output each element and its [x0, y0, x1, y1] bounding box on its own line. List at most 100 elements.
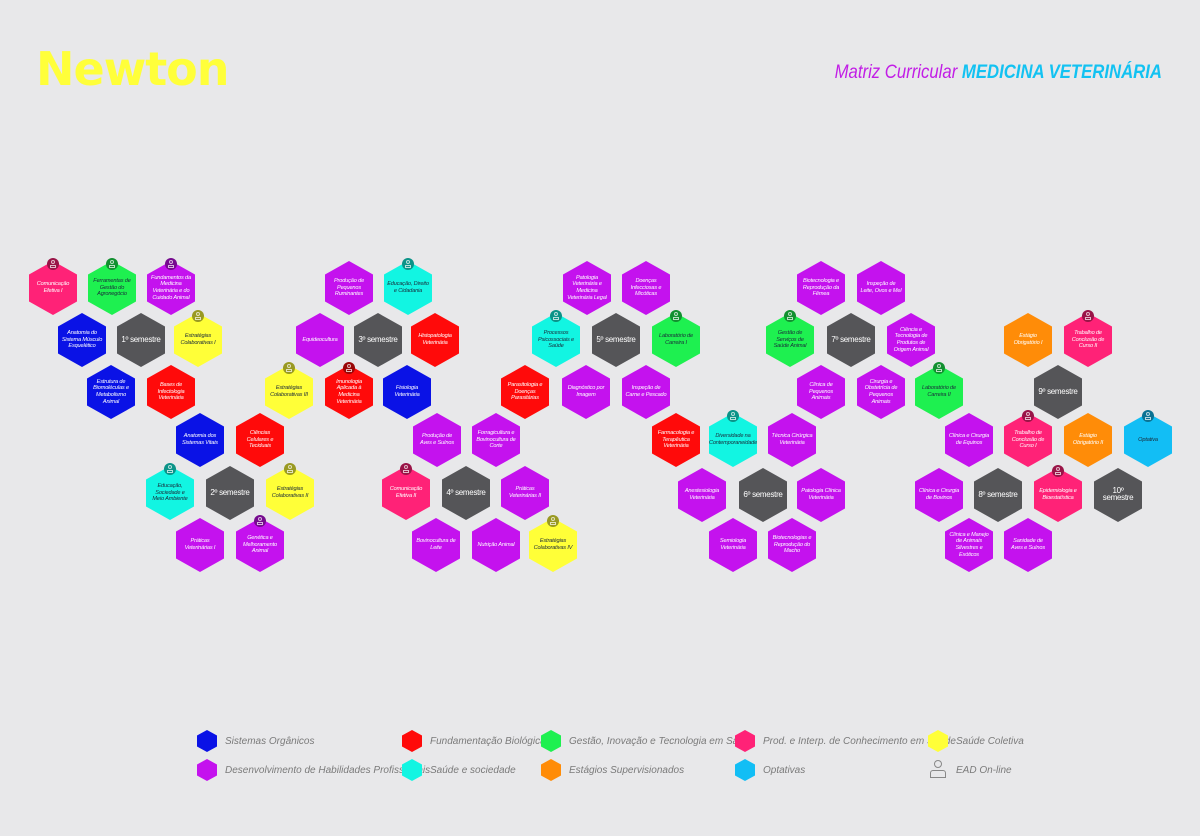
- hex-shape: Educação, Sociedade e Meio Ambiente: [146, 466, 194, 520]
- course-hex[interactable]: Patologia Veterinária e Medicina Veterin…: [563, 261, 611, 315]
- course-hex[interactable]: Ciência e Tecnologia de Produtos de Orig…: [887, 313, 935, 367]
- course-hex[interactable]: Optativa: [1124, 410, 1172, 467]
- semester-hex[interactable]: 4º semestre: [442, 466, 490, 520]
- course-hex[interactable]: Bases de Infectologia Veterinária: [147, 365, 195, 419]
- course-hex[interactable]: Fundamentos da Medicina Veterinária e do…: [147, 258, 195, 315]
- course-hex[interactable]: Patologia Clínica Veterinária: [797, 468, 845, 522]
- semester-hex[interactable]: 6º semestre: [739, 468, 787, 522]
- hex-shape: Práticas Veterinárias II: [501, 466, 549, 520]
- hex-shape: 5º semestre: [592, 313, 640, 367]
- semester-hex[interactable]: 1º semestre: [117, 313, 165, 367]
- course-hex[interactable]: Técnica Cirúrgica Veterinária: [768, 413, 816, 467]
- course-hex[interactable]: Trabalho de Conclusão de Curso II: [1064, 310, 1112, 367]
- legend-label: Saúde e sociedade: [430, 764, 516, 776]
- semester-hex[interactable]: 9º semestre: [1034, 365, 1082, 419]
- hex-shape: Patologia Veterinária e Medicina Veterin…: [563, 261, 611, 315]
- course-hex[interactable]: Cirurgia e Obstetrícia de Pequenos Anima…: [857, 365, 905, 419]
- course-hex[interactable]: Anestesiologia Veterinária: [678, 468, 726, 522]
- course-hex[interactable]: Diversidade na Contemporaneidade: [709, 410, 757, 467]
- course-label: Produção de Pequenos Ruminantes: [333, 278, 365, 298]
- course-label: Diagnóstico por Imagem: [567, 385, 605, 398]
- course-label: Anatomia dos Sistemas Vitais: [182, 433, 218, 446]
- course-hex[interactable]: Forragicultura e Bovinocultura de Corte: [472, 413, 520, 467]
- ead-online-icon: [164, 463, 176, 475]
- course-hex[interactable]: Inspeção de Leite, Ovos e Mel: [857, 261, 905, 315]
- semester-label: 2º semestre: [210, 487, 250, 497]
- course-label: Gestão de Serviços de Saúde Animal: [773, 330, 807, 350]
- hex-shape: Estágio Obrigatório I: [1004, 313, 1052, 367]
- course-label: Anatomia do Sistema Músculo Esquelético: [61, 330, 103, 350]
- course-hex[interactable]: Processos Psicossociais e Saúde: [532, 310, 580, 367]
- course-hex[interactable]: Anatomia dos Sistemas Vitais: [176, 413, 224, 467]
- legend-item: EAD On-line: [928, 759, 1012, 781]
- course-hex[interactable]: Genética e Melhoramento Animal: [236, 515, 284, 572]
- course-hex[interactable]: Estágio Obrigatório I: [1004, 313, 1052, 367]
- semester-label: 8º semestre: [978, 489, 1018, 499]
- course-hex[interactable]: Estratégias Colaborativas II: [266, 463, 314, 520]
- course-hex[interactable]: Estágio Obrigatório II: [1064, 413, 1112, 467]
- course-label: Sanidade de Aves e Suínos: [1010, 538, 1046, 551]
- course-hex[interactable]: Bovinocultura de Leite: [412, 518, 460, 572]
- course-hex[interactable]: Imunologia Aplicada à Medicina Veterinár…: [325, 362, 373, 419]
- semester-label: 6º semestre: [743, 489, 783, 499]
- semester-hex[interactable]: 10º semestre: [1094, 468, 1142, 522]
- page-title: Matriz Curricular MEDICINA VETERINÁRIA: [835, 62, 1162, 84]
- course-hex[interactable]: Educação, Sociedade e Meio Ambiente: [146, 463, 194, 520]
- ead-online-icon: [165, 258, 177, 270]
- course-hex[interactable]: Produção de Aves e Suínos: [413, 413, 461, 467]
- ead-online-icon: [1052, 465, 1064, 477]
- course-hex[interactable]: Laboratório de Carreira I: [652, 310, 700, 367]
- course-hex[interactable]: Clínica e Manejo de Animais Silvestres e…: [945, 518, 993, 572]
- course-hex[interactable]: Biotecnologias e Reprodução do Macho: [768, 518, 816, 572]
- legend-swatch: [197, 759, 217, 781]
- course-hex[interactable]: Parasitologia e Doenças Parasitárias: [501, 365, 549, 419]
- course-hex[interactable]: Semiologia Veterinária: [709, 518, 757, 572]
- course-label: Inspeção de Carne e Pescado: [625, 385, 667, 398]
- course-hex[interactable]: Laboratório de Carreira II: [915, 362, 963, 419]
- semester-hex[interactable]: 7º semestre: [827, 313, 875, 367]
- course-hex[interactable]: Nutrição Animal: [472, 518, 520, 572]
- course-label: Imunologia Aplicada à Medicina Veterinár…: [336, 378, 362, 405]
- course-hex[interactable]: Fisiologia Veterinária: [383, 365, 431, 419]
- semester-hex[interactable]: 3º semestre: [354, 313, 402, 367]
- hex-shape: 6º semestre: [739, 468, 787, 522]
- course-hex[interactable]: Doenças Infecciosas e Micóticas: [622, 261, 670, 315]
- course-hex[interactable]: Estratégias Colaborativas IV: [529, 515, 577, 572]
- course-hex[interactable]: Equideocultura: [296, 313, 344, 367]
- ead-online-icon: [933, 362, 945, 374]
- course-hex[interactable]: Comunicação Efetiva II: [382, 463, 430, 520]
- course-hex[interactable]: Anatomia do Sistema Músculo Esquelético: [58, 313, 106, 367]
- course-hex[interactable]: Clínica de Pequenos Animais: [797, 365, 845, 419]
- course-hex[interactable]: Trabalho de Conclusão de Curso I: [1004, 410, 1052, 467]
- hex-shape: Histopatologia Veterinária: [411, 313, 459, 367]
- semester-hex[interactable]: 8º semestre: [974, 468, 1022, 522]
- course-hex[interactable]: Práticas Veterinárias I: [176, 518, 224, 572]
- course-label: Inspeção de Leite, Ovos e Mel: [860, 281, 902, 294]
- hex-shape: Estratégias Colaborativas II: [266, 466, 314, 520]
- course-hex[interactable]: Práticas Veterinárias II: [501, 466, 549, 520]
- course-hex[interactable]: Estrutura de Biomoléculas e Metabolismo …: [87, 365, 135, 419]
- course-hex[interactable]: Biotecnologia e Reprodução da Fêmea: [797, 261, 845, 315]
- course-hex[interactable]: Clínica e Cirurgia de Equinos: [945, 413, 993, 467]
- course-hex[interactable]: Epidemiologia e Bioestatística: [1034, 465, 1082, 522]
- course-hex[interactable]: Ciências Celulares e Teciduais: [236, 413, 284, 467]
- course-hex[interactable]: Gestão de Serviços de Saúde Animal: [766, 310, 814, 367]
- course-hex[interactable]: Ferramentas de Gestão do Agronegócio: [88, 258, 136, 315]
- hex-shape: Fisiologia Veterinária: [383, 365, 431, 419]
- course-hex[interactable]: Histopatologia Veterinária: [411, 313, 459, 367]
- course-hex[interactable]: Estratégias Colaborativas I: [174, 310, 222, 367]
- course-hex[interactable]: Produção de Pequenos Ruminantes: [325, 261, 373, 315]
- ead-online-icon: [1142, 410, 1154, 422]
- semester-hex[interactable]: 2º semestre: [206, 466, 254, 520]
- course-hex[interactable]: Diagnóstico por Imagem: [562, 365, 610, 419]
- course-hex[interactable]: Clínica e Cirurgia de Bovinos: [915, 468, 963, 522]
- course-hex[interactable]: Educação, Direito e Cidadania: [384, 258, 432, 315]
- course-hex[interactable]: Estratégias Colaborativas III: [265, 362, 313, 419]
- course-label: Comunicação Efetiva I: [36, 281, 70, 294]
- course-hex[interactable]: Farmacologia e Terapêutica Veterinária: [652, 413, 700, 467]
- semester-hex[interactable]: 5º semestre: [592, 313, 640, 367]
- course-hex[interactable]: Comunicação Efetiva I: [29, 258, 77, 315]
- course-hex[interactable]: Sanidade de Aves e Suínos: [1004, 518, 1052, 572]
- hex-shape: Diversidade na Contemporaneidade: [709, 413, 757, 467]
- course-hex[interactable]: Inspeção de Carne e Pescado: [622, 365, 670, 419]
